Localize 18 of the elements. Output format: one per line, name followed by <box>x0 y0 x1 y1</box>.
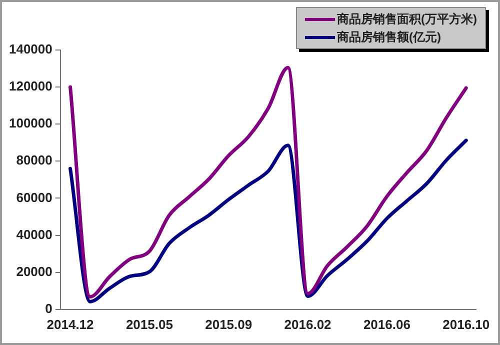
y-tick-label: 140000 <box>8 42 52 57</box>
x-tick-label: 2016.06 <box>363 316 410 332</box>
y-tick-label: 60000 <box>16 190 52 205</box>
y-tick-label: 0 <box>45 300 52 316</box>
x-tick-label: 2016.02 <box>284 316 332 332</box>
y-tick-label: 20000 <box>16 264 52 279</box>
line-series <box>68 138 468 304</box>
y-tick-label: 40000 <box>16 226 52 242</box>
x-tick-label: 2014.12 <box>46 316 94 332</box>
y-tick-label: 100000 <box>8 116 52 131</box>
legend-label: 商品房销售额(亿元) <box>337 29 442 46</box>
x-tick-label: 2015.09 <box>205 316 252 332</box>
x-tick-label: 2016.10 <box>442 316 490 332</box>
legend-label: 商品房销售面积(万平方米) <box>337 11 477 28</box>
x-tick-label: 2015.05 <box>126 316 173 332</box>
y-tick-label: 80000 <box>16 152 52 168</box>
line-series <box>68 66 468 299</box>
y-tick-label: 120000 <box>8 78 52 94</box>
